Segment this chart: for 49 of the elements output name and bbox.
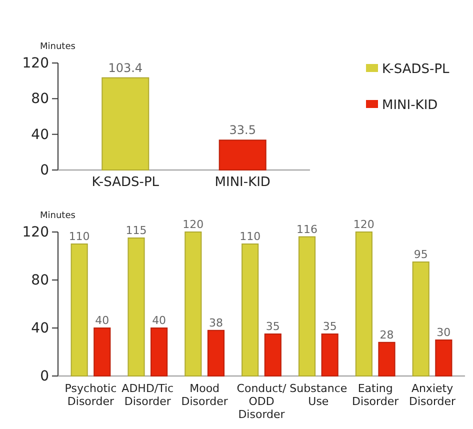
data-label: 33.5	[229, 123, 256, 138]
data-label: 40	[152, 314, 166, 327]
y-axis-title: Minutes	[40, 211, 76, 221]
bar	[94, 328, 111, 376]
y-tick-label: 80	[31, 91, 49, 108]
x-tick-label: Anxiety Disorder	[408, 382, 456, 408]
bar	[264, 334, 282, 376]
y-tick-label: 0	[40, 368, 49, 384]
legend-label: MINI-KID	[382, 98, 438, 113]
y-tick-label: 40	[31, 320, 49, 336]
bar	[412, 262, 430, 376]
y-tick-label: 80	[31, 272, 49, 288]
data-label: 120	[353, 218, 374, 231]
x-tick-label: Substance Use	[290, 382, 348, 408]
bar	[207, 330, 225, 376]
bar	[128, 238, 145, 376]
x-tick-label: ADHD/Tic Disorder	[122, 382, 174, 408]
data-label: 38	[208, 316, 223, 330]
data-label: 120	[182, 218, 204, 231]
y-tick-label: 40	[31, 126, 49, 143]
bar	[378, 342, 396, 376]
x-tick-label: Conduct/ ODD Disorder	[236, 382, 286, 421]
bar	[321, 334, 338, 376]
data-label: 103.4	[108, 60, 143, 75]
bar	[242, 244, 259, 376]
data-label: 40	[95, 314, 110, 327]
data-label: 110	[240, 230, 261, 243]
bar	[70, 244, 88, 376]
bar	[184, 232, 202, 376]
data-label: 35	[322, 320, 337, 333]
bar	[298, 236, 316, 376]
data-label: 28	[380, 328, 394, 342]
x-tick-label: Psychotic Disorder	[64, 382, 117, 408]
data-label: 30	[436, 326, 451, 339]
bar	[150, 328, 168, 376]
y-axis-title: Minutes	[40, 42, 76, 52]
x-tick-label: Mood Disorder	[181, 382, 228, 408]
y-tick-label: 120	[22, 224, 49, 240]
data-label: 116	[296, 222, 318, 236]
legend-label: K-SADS-PL	[382, 62, 450, 77]
data-label: 115	[126, 224, 147, 237]
data-label: 35	[266, 320, 280, 333]
bar	[355, 232, 372, 376]
bar	[435, 340, 452, 376]
y-tick-label: 120	[22, 55, 49, 72]
data-label: 95	[414, 248, 428, 261]
y-tick-label: 0	[40, 162, 49, 178]
x-tick-label: Eating Disorder	[352, 382, 400, 408]
data-label: 110	[68, 230, 90, 243]
